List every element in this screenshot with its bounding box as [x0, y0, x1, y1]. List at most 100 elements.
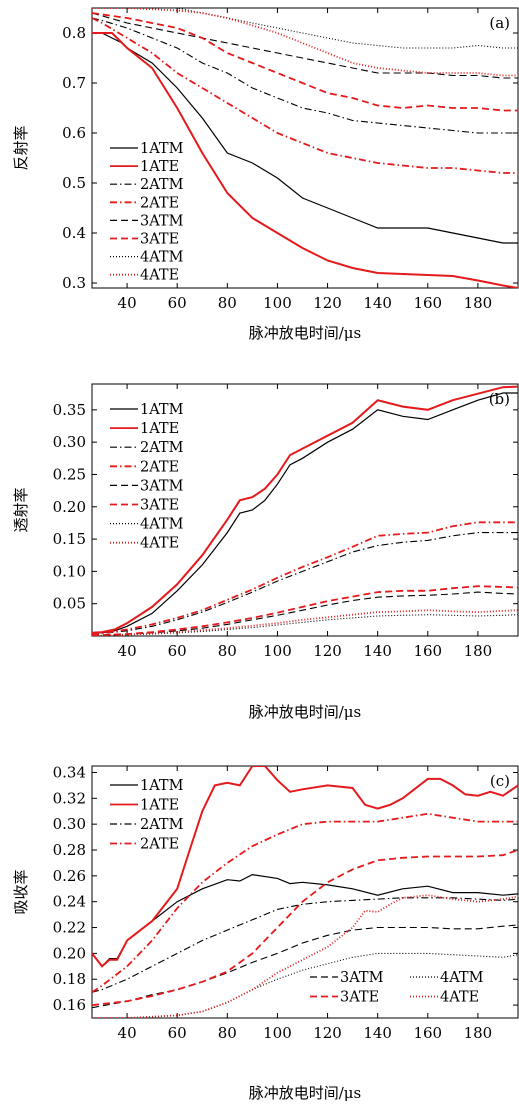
series-line-2ate: [92, 812, 518, 993]
y-tick-label: 0.16: [53, 996, 86, 1014]
legend-label-1ate: 1ATE: [140, 798, 179, 814]
legend-label-2ate: 2ATE: [140, 837, 179, 853]
legend-label-2ate: 2ATE: [140, 459, 179, 475]
y-tick-label: 0.10: [53, 562, 86, 580]
series-line-1atm: [92, 392, 518, 634]
x-tick-label: 140: [363, 294, 392, 312]
y-tick-label: 0.30: [53, 815, 86, 833]
x-tick-label: 40: [118, 294, 137, 312]
legend-label-3ate: 3ATE: [140, 498, 179, 514]
legend-label-1atm: 1ATM: [140, 402, 184, 418]
y-axis-label: 透射率: [12, 487, 30, 532]
series-line-2atm: [92, 532, 518, 636]
x-tick-label: 100: [263, 642, 292, 660]
x-tick-label: 40: [118, 1024, 137, 1042]
y-axis-label: 吸收率: [12, 869, 30, 914]
legend-label-4ate: 4ATE: [140, 536, 179, 552]
series-line-1atm: [92, 873, 518, 968]
y-tick-label: 0.5: [62, 174, 86, 192]
x-tick-label: 180: [464, 294, 493, 312]
y-tick-label: 0.25: [53, 465, 86, 483]
x-tick-label: 60: [168, 294, 187, 312]
y-tick-label: 0.8: [62, 24, 86, 42]
y-axis-label: 反射率: [12, 125, 30, 170]
x-tick-label: 120: [313, 294, 342, 312]
x-axis-label: 脉冲放电时间/μs: [249, 324, 362, 342]
y-tick-label: 0.24: [53, 893, 86, 911]
panel-label: (b): [489, 390, 510, 408]
legend-label-3atm: 3ATM: [340, 970, 384, 986]
legend-label-1atm: 1ATM: [140, 778, 184, 794]
legend-label-3ate: 3ATE: [140, 232, 179, 248]
legend-label-2atm: 2ATM: [140, 817, 184, 833]
series-line-1ate: [92, 766, 518, 968]
y-tick-label: 0.7: [62, 74, 86, 92]
series-line-1ate: [92, 32, 518, 288]
series-line-2atm: [92, 17, 518, 134]
legend-label-3ate: 3ATE: [340, 990, 379, 1006]
chart-panel-1: 40 60 80 100 120 140 160 180 0.3 0.4 0.5 0.6 0.7 0.8 (…: [12, 7, 519, 342]
legend-label-3atm: 3ATM: [140, 478, 184, 494]
x-tick-label: 180: [464, 642, 493, 660]
series-line-4ate: [92, 8, 518, 77]
legend-label-4atm: 4ATM: [140, 250, 184, 266]
y-tick-label: 0.05: [53, 595, 86, 613]
y-tick-label: 0.35: [53, 401, 86, 419]
legend-label-4ate: 4ATE: [140, 268, 179, 284]
legend-label-2ate: 2ATE: [140, 195, 179, 211]
y-tick-label: 0.20: [53, 498, 86, 516]
series-line-1atm: [92, 32, 518, 244]
x-tick-label: 120: [313, 1024, 342, 1042]
chart-panel-3: 40 60 80 100 120 140 160 180 0.16 0.18 0.20 0.22 0.2…: [12, 763, 519, 1102]
series-line-4ate: [92, 894, 518, 1018]
series-line-3ate: [92, 585, 518, 636]
x-tick-label: 120: [313, 642, 342, 660]
x-tick-label: 140: [363, 1024, 392, 1042]
y-tick-label: 0.4: [62, 224, 86, 242]
x-axis-label: 脉冲放电时间/μs: [249, 1084, 362, 1102]
x-tick-label: 60: [168, 642, 187, 660]
x-tick-label: 80: [218, 294, 237, 312]
plot-frame: [91, 7, 519, 289]
legend-label-2atm: 2ATM: [140, 177, 184, 193]
plot-frame: [91, 765, 519, 1019]
plot-frame: [91, 383, 519, 637]
x-tick-label: 160: [413, 642, 442, 660]
x-tick-label: 80: [218, 642, 237, 660]
y-tick-label: 0.3: [62, 274, 86, 292]
y-tick-label: 0.28: [53, 841, 86, 859]
x-tick-label: 140: [363, 642, 392, 660]
legend-label-4atm: 4ATM: [440, 970, 484, 986]
legend-label-1ate: 1ATE: [140, 421, 179, 437]
x-tick-label: 40: [118, 642, 137, 660]
y-tick-label: 0.32: [53, 789, 86, 807]
y-tick-label: 0.34: [53, 763, 86, 781]
x-axis-label: 脉冲放电时间/μs: [249, 703, 362, 721]
series-line-4atm: [92, 8, 518, 49]
series-line-3ate: [92, 849, 518, 1006]
x-tick-label: 160: [413, 1024, 442, 1042]
x-tick-label: 100: [263, 294, 292, 312]
panel-label: (a): [489, 14, 510, 32]
legend-label-2atm: 2ATM: [140, 440, 184, 456]
y-tick-label: 0.30: [53, 433, 86, 451]
series-line-4ate: [92, 609, 518, 636]
series-line-3ate: [92, 12, 518, 112]
y-tick-label: 0.6: [62, 124, 86, 142]
series-line-2atm: [92, 897, 518, 993]
x-tick-label: 60: [168, 1024, 187, 1042]
x-tick-label: 100: [263, 1024, 292, 1042]
legend-label-3atm: 3ATM: [140, 213, 184, 229]
chart-panel-2: 40 60 80 100 120 140 160 180 0.05 0.10 0.15 0.20 0.2…: [12, 383, 519, 721]
x-tick-label: 160: [413, 294, 442, 312]
y-tick-label: 0.18: [53, 970, 86, 988]
x-tick-label: 80: [218, 1024, 237, 1042]
y-tick-label: 0.15: [53, 530, 86, 548]
legend-label-4atm: 4ATM: [140, 517, 184, 533]
series-line-3atm: [92, 591, 518, 636]
legend-label-1ate: 1ATE: [140, 159, 179, 175]
series-line-3atm: [92, 12, 518, 79]
y-tick-label: 0.22: [53, 919, 86, 937]
x-tick-label: 180: [464, 1024, 493, 1042]
